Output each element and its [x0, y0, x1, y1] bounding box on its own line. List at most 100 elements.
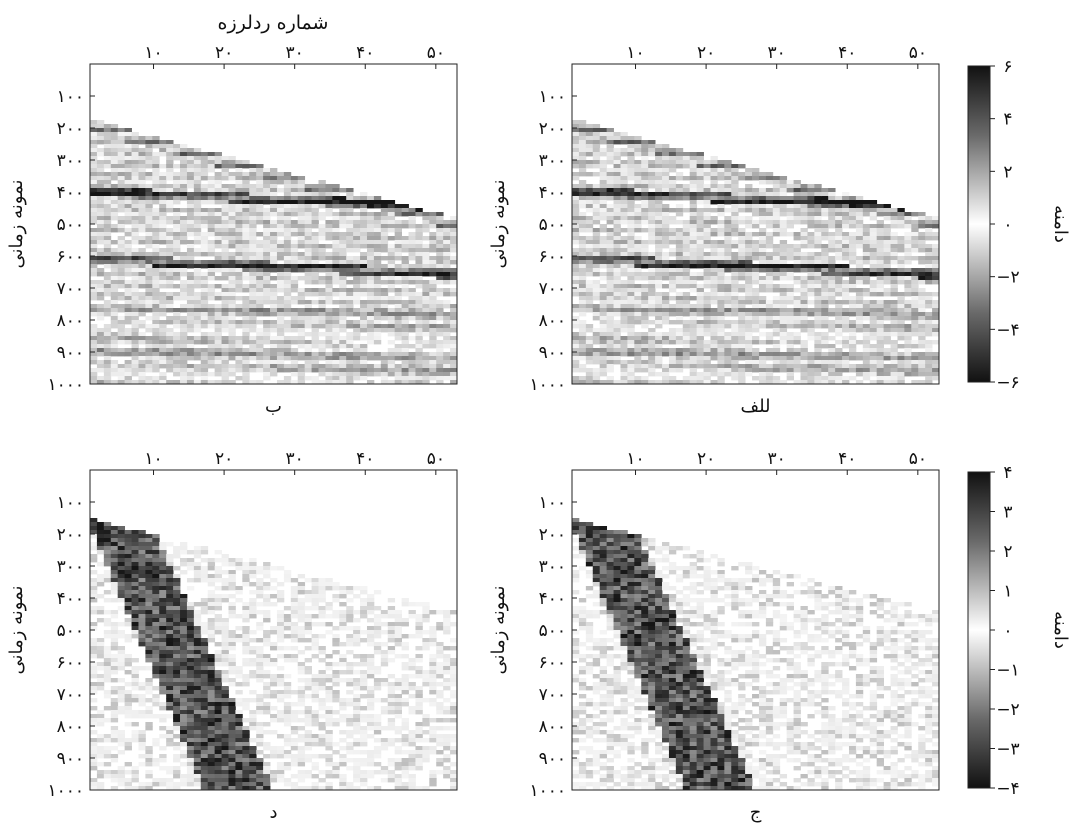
x-tick-label: ۴۰ — [838, 449, 856, 469]
panel-top-right: ۱۰ ۲۰ ۳۰ ۴۰ ۵۰ ۱۰۰ ۲۰۰ ۳۰۰ ۴۰۰ ۵۰۰ ۶۰۰ ۷۰۰ ۸۰۰ ۹۰۰ ۱۰۰… — [488, 43, 940, 417]
y-tick-label: ۱۰۰ — [57, 493, 84, 513]
x-axis-title: شماره ردلرزه — [218, 12, 329, 34]
panel-label: د — [269, 802, 277, 823]
x-tick-label: ۱۰ — [626, 449, 644, 469]
y-tick-label: ۶۰۰ — [539, 653, 566, 673]
y-tick-label: ۱۰۰۰ — [47, 375, 84, 395]
panel-bottom-left: ۱۰ ۲۰ ۳۰ ۴۰ ۵۰ ۱۰۰ ۲۰۰ ۳۰۰ ۴۰۰ ۵۰۰ ۶۰۰ ۷۰۰ ۸۰۰ ۹۰۰ ۱۰۰… — [6, 449, 458, 823]
y-tick-label: ۵۰۰ — [539, 621, 566, 641]
colorbar-tick-label: ۲ — [1003, 162, 1012, 182]
y-tick-label: ۴۰۰ — [539, 589, 566, 609]
y-tick-label: ۹۰۰ — [57, 343, 84, 363]
x-tick-label: ۲۰ — [215, 449, 233, 469]
y-tick-label: ۴۰۰ — [539, 183, 566, 203]
y-axis-title: نمونه زمانی — [6, 586, 27, 675]
panel-top-left: ۱۰ ۲۰ ۳۰ ۴۰ ۵۰ ۱۰۰ ۲۰۰ ۳۰۰ ۴۰۰ ۵۰۰ ۶۰۰ ۷۰۰ ۸۰۰ ۹۰۰ ۱۰۰… — [6, 43, 458, 417]
colorbar-tick-label: ۶ — [1003, 57, 1012, 77]
y-axis-title: نمونه زمانی — [488, 586, 509, 675]
panel-label: للف — [740, 396, 770, 417]
x-tick-label: ۵۰ — [909, 43, 927, 63]
colorbar-tick-label: ۲ — [1003, 542, 1012, 562]
y-tick-label: ۸۰۰ — [539, 717, 566, 737]
x-tick-label: ۲۰ — [697, 43, 715, 63]
colorbar-tick-label: −۴ — [996, 320, 1019, 340]
x-tick-label: ۴۰ — [838, 43, 856, 63]
y-tick-label: ۵۰۰ — [57, 215, 84, 235]
colorbar-tick-label: ۴ — [1003, 463, 1012, 483]
x-tick-label: ۱۰ — [144, 449, 162, 469]
heatmap-image — [90, 470, 457, 790]
colorbar-scale — [967, 65, 991, 383]
x-tick-label: ۴۰ — [356, 449, 374, 469]
colorbar-tick-label: ۰ — [1003, 215, 1012, 235]
y-tick-label: ۵۰۰ — [539, 215, 566, 235]
x-tick-label: ۳۰ — [286, 43, 304, 63]
colorbar-tick-label: −۴ — [996, 779, 1019, 799]
colorbar-tick-label: −۲ — [996, 700, 1019, 720]
y-tick-label: ۶۰۰ — [539, 247, 566, 267]
panel-label: ج — [750, 802, 762, 823]
y-tick-label: ۳۰۰ — [539, 557, 566, 577]
y-tick-label: ۴۰۰ — [57, 589, 84, 609]
y-tick-label: ۷۰۰ — [57, 685, 84, 705]
colorbar-tick-label: −۱ — [996, 661, 1019, 681]
y-tick-label: ۳۰۰ — [57, 557, 84, 577]
colorbar: ۴ ۳ ۲ ۱ ۰ −۱ −۲ −۳ −۴ دامنه — [967, 463, 1071, 799]
x-tick-label: ۱۰ — [144, 43, 162, 63]
y-tick-label: ۸۰۰ — [539, 311, 566, 331]
x-tick-label: ۵۰ — [427, 43, 445, 63]
y-axis-title: نمونه زمانی — [6, 180, 27, 269]
panel-label: ب — [265, 396, 282, 417]
colorbar-tick-label: ۱ — [1003, 582, 1012, 602]
y-tick-label: ۲۰۰ — [57, 525, 84, 545]
y-tick-label: ۳۰۰ — [57, 151, 84, 171]
y-tick-label: ۶۰۰ — [57, 653, 84, 673]
colorbar: ۶ ۴ ۲ ۰ −۲ −۴ −۶ دامنه — [967, 57, 1071, 393]
x-tick-label: ۵۰ — [427, 449, 445, 469]
y-tick-label: ۸۰۰ — [57, 717, 84, 737]
y-tick-label: ۵۰۰ — [57, 621, 84, 641]
y-axis-title: نمونه زمانی — [488, 180, 509, 269]
y-tick-label: ۱۰۰ — [57, 87, 84, 107]
colorbars: ۶ ۴ ۲ ۰ −۲ −۴ −۶ دامنه ۴ ۳ ۲ ۱ ۰ −۱ −۲ −۳ −۴ دامنه — [967, 57, 1071, 799]
heatmap-image — [572, 64, 939, 384]
x-tick-label: ۱۰ — [626, 43, 644, 63]
panel-bottom-right: ۱۰ ۲۰ ۳۰ ۴۰ ۵۰ ۱۰۰ ۲۰۰ ۳۰۰ ۴۰۰ ۵۰۰ ۶۰۰ ۷۰۰ ۸۰۰ ۹۰۰ ۱۰۰… — [488, 449, 940, 823]
panels: ۱۰ ۲۰ ۳۰ ۴۰ ۵۰ ۱۰۰ ۲۰۰ ۳۰۰ ۴۰۰ ۵۰۰ ۶۰۰ ۷۰۰ ۸۰۰ ۹۰۰ ۱۰۰… — [6, 43, 940, 823]
heatmap-image — [572, 470, 939, 790]
y-tick-label: ۱۰۰ — [539, 87, 566, 107]
x-tick-label: ۲۰ — [215, 43, 233, 63]
x-tick-label: ۵۰ — [909, 449, 927, 469]
y-tick-label: ۸۰۰ — [57, 311, 84, 331]
y-tick-label: ۹۰۰ — [539, 749, 566, 769]
x-tick-label: ۴۰ — [356, 43, 374, 63]
colorbar-tick-label: ۰ — [1003, 621, 1012, 641]
x-tick-label: ۳۰ — [768, 449, 786, 469]
colorbar-title: دامنه — [1050, 611, 1071, 649]
colorbar-tick-label: −۲ — [996, 268, 1019, 288]
y-tick-label: ۷۰۰ — [57, 279, 84, 299]
colorbar-tick-label: ۳ — [1003, 503, 1012, 523]
y-tick-label: ۹۰۰ — [539, 343, 566, 363]
colorbar-tick-label: ۴ — [1003, 110, 1012, 130]
y-tick-label: ۱۰۰۰ — [529, 375, 566, 395]
x-tick-label: ۳۰ — [768, 43, 786, 63]
y-tick-label: ۹۰۰ — [57, 749, 84, 769]
colorbar-tick-label: −۶ — [996, 373, 1019, 393]
y-tick-label: ۲۰۰ — [539, 119, 566, 139]
y-tick-label: ۲۰۰ — [57, 119, 84, 139]
y-tick-label: ۳۰۰ — [539, 151, 566, 171]
x-tick-label: ۳۰ — [286, 449, 304, 469]
y-tick-label: ۷۰۰ — [539, 279, 566, 299]
heatmap-image — [90, 64, 457, 384]
y-tick-label: ۱۰۰ — [539, 493, 566, 513]
y-tick-label: ۲۰۰ — [539, 525, 566, 545]
x-tick-label: ۲۰ — [697, 449, 715, 469]
y-tick-label: ۶۰۰ — [57, 247, 84, 267]
y-tick-label: ۱۰۰۰ — [529, 781, 566, 801]
y-tick-label: ۷۰۰ — [539, 685, 566, 705]
colorbar-title: دامنه — [1050, 205, 1071, 243]
colorbar-scale — [967, 471, 991, 789]
y-tick-label: ۱۰۰۰ — [47, 781, 84, 801]
